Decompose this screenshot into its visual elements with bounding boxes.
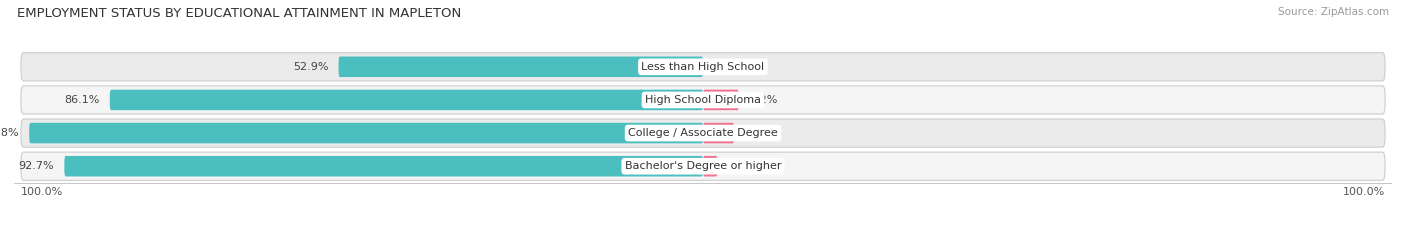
FancyBboxPatch shape — [21, 86, 1385, 114]
Text: College / Associate Degree: College / Associate Degree — [628, 128, 778, 138]
Text: 86.1%: 86.1% — [65, 95, 100, 105]
FancyBboxPatch shape — [30, 123, 703, 143]
FancyBboxPatch shape — [65, 156, 703, 176]
FancyBboxPatch shape — [21, 119, 1385, 147]
FancyBboxPatch shape — [110, 90, 703, 110]
Text: 4.5%: 4.5% — [744, 128, 773, 138]
Text: 5.2%: 5.2% — [749, 95, 778, 105]
Text: 100.0%: 100.0% — [21, 187, 63, 197]
FancyBboxPatch shape — [21, 53, 1385, 81]
Text: 97.8%: 97.8% — [0, 128, 18, 138]
Text: High School Diploma: High School Diploma — [645, 95, 761, 105]
FancyBboxPatch shape — [703, 123, 734, 143]
Text: 0.0%: 0.0% — [713, 62, 741, 72]
FancyBboxPatch shape — [339, 57, 703, 77]
FancyBboxPatch shape — [703, 90, 738, 110]
Text: Source: ZipAtlas.com: Source: ZipAtlas.com — [1278, 7, 1389, 17]
Text: EMPLOYMENT STATUS BY EDUCATIONAL ATTAINMENT IN MAPLETON: EMPLOYMENT STATUS BY EDUCATIONAL ATTAINM… — [17, 7, 461, 20]
Text: 2.1%: 2.1% — [728, 161, 756, 171]
FancyBboxPatch shape — [703, 156, 717, 176]
FancyBboxPatch shape — [21, 152, 1385, 180]
Text: 92.7%: 92.7% — [18, 161, 53, 171]
Text: 100.0%: 100.0% — [1343, 187, 1385, 197]
Text: Less than High School: Less than High School — [641, 62, 765, 72]
Text: 52.9%: 52.9% — [292, 62, 328, 72]
Text: Bachelor's Degree or higher: Bachelor's Degree or higher — [624, 161, 782, 171]
